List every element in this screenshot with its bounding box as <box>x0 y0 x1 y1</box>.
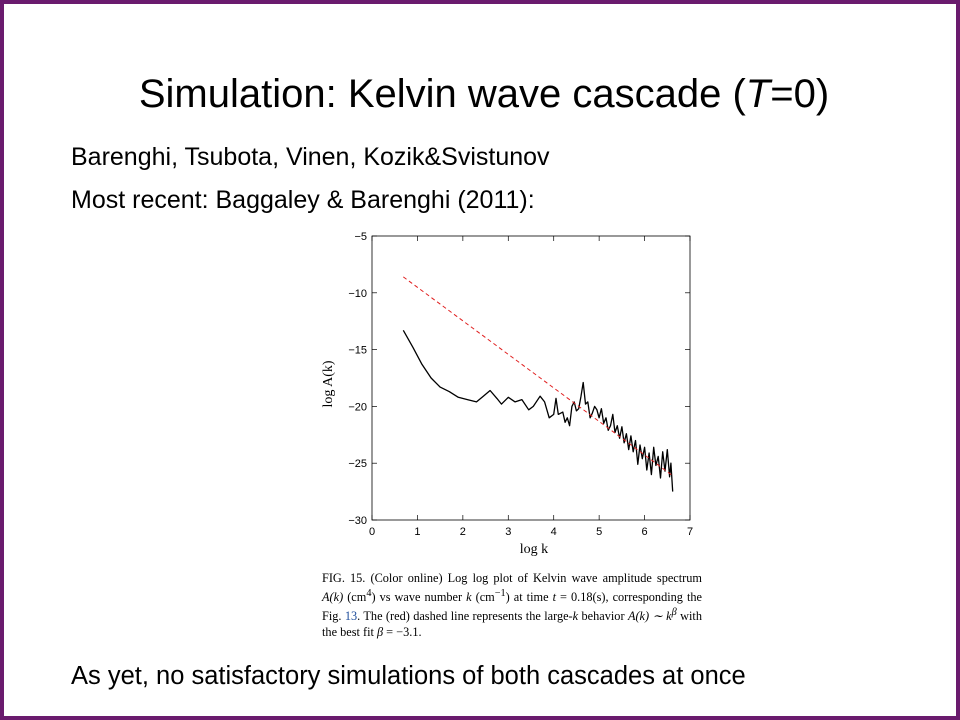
x-axis-label: log k <box>520 542 548 557</box>
caption-text: (cm <box>471 590 495 605</box>
footer-note: As yet, no satisfactory simulations of b… <box>71 662 746 690</box>
caption-superscript: −1 <box>494 588 506 599</box>
x-tick-label: 5 <box>596 526 602 538</box>
axis-ticks: 0 1 2 3 4 5 6 7 −5 −10 −15 −20 −25 −30 <box>348 231 693 538</box>
caption-text: with the best fit <box>322 609 702 640</box>
caption-symbol: A(k) ∼ k <box>627 609 672 624</box>
caption-symbol: t <box>552 590 556 605</box>
plot-frame <box>371 235 691 521</box>
plot-area <box>371 235 691 521</box>
caption-text: FIG. 15. (Color online) Log log plot of … <box>322 571 702 585</box>
caption-text: behavior <box>578 609 628 624</box>
figure-reference-link[interactable]: 13 <box>344 609 358 624</box>
caption-text: ) vs wave number <box>371 590 467 605</box>
authors-line: Barenghi, Tsubota, Vinen, Kozik&Svistuno… <box>71 143 550 171</box>
y-axis-label: log A(k) <box>321 360 336 407</box>
figure-caption: FIG. 15. (Color online) Log log plot of … <box>322 570 702 640</box>
most-recent-line: Most recent: Baggaley & Barenghi (2011): <box>71 186 535 214</box>
y-tick-label: −25 <box>348 458 367 470</box>
y-tick-label: −20 <box>348 401 367 413</box>
title-suffix: =0) <box>770 72 830 116</box>
slide-title: Simulation: Kelvin wave cascade (T=0) <box>4 72 960 116</box>
y-tick-label: −15 <box>348 345 367 357</box>
caption-symbol: β <box>376 625 384 640</box>
caption-symbol: k <box>466 590 472 605</box>
y-tick-label: −5 <box>354 231 367 243</box>
caption-text: . The (red) dashed line represents the l… <box>357 609 573 624</box>
caption-superscript: β <box>671 607 677 619</box>
caption-text: ) at time <box>505 590 553 605</box>
title-variable: T <box>745 72 771 116</box>
caption-symbol: k <box>572 609 579 624</box>
title-prefix: Simulation: Kelvin wave cascade ( <box>138 72 746 116</box>
spectrum-plot: 0 1 2 3 4 5 6 7 −5 −10 −15 −20 −25 −30 log k log A(k) <box>321 231 693 557</box>
x-tick-label: 2 <box>460 526 466 538</box>
x-tick-label: 1 <box>414 526 420 538</box>
caption-text: = 0.18(s), corresponding the Fig. <box>322 590 702 624</box>
caption-text: = −3.1. <box>383 625 422 640</box>
x-tick-label: 0 <box>369 526 375 538</box>
caption-text: (cm <box>343 590 367 605</box>
x-tick-label: 6 <box>642 526 648 538</box>
x-tick-label: 3 <box>505 526 511 538</box>
y-tick-label: −10 <box>348 288 367 300</box>
x-tick-label: 7 <box>687 526 693 538</box>
caption-superscript: 4 <box>366 588 372 599</box>
x-tick-label: 4 <box>551 526 557 538</box>
caption-symbol: A(k) <box>322 590 344 605</box>
y-tick-label: −30 <box>348 515 367 527</box>
